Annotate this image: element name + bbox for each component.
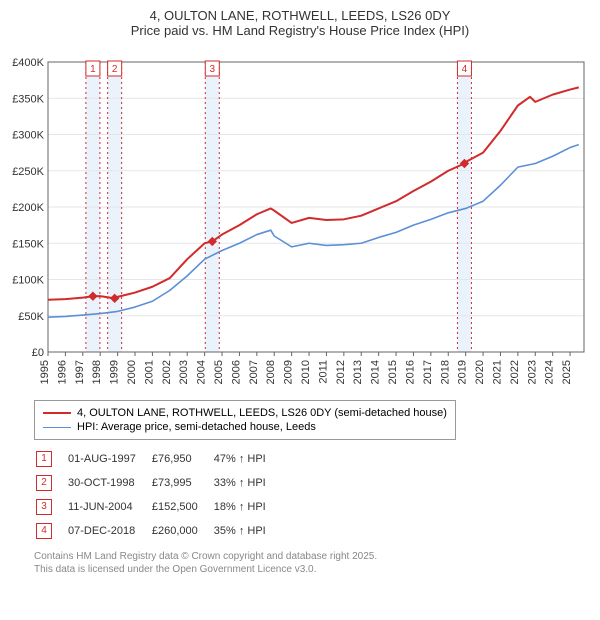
footer-line1: Contains HM Land Registry data © Crown c…	[34, 550, 586, 563]
transaction-price: £73,995	[152, 472, 212, 494]
transaction-marker: 3	[36, 499, 52, 515]
chart-plot-area: £0 £50K £100K £150K £200K £250K £300K £350K £400…	[6, 42, 594, 392]
x-tick-label: 2001	[143, 360, 155, 384]
transaction-marker: 1	[36, 451, 52, 467]
x-tick-label: 2019	[457, 360, 469, 384]
x-tick-label: 2005	[213, 360, 225, 384]
legend: 4, OULTON LANE, ROTHWELL, LEEDS, LS26 0D…	[34, 400, 456, 440]
transaction-marker: 4	[36, 523, 52, 539]
footer-line2: This data is licensed under the Open Gov…	[34, 563, 586, 576]
y-tick-label: £0	[32, 347, 44, 359]
legend-item: 4, OULTON LANE, ROTHWELL, LEEDS, LS26 0D…	[43, 407, 447, 419]
x-tick-label: 2000	[126, 360, 138, 384]
x-tick-label: 1996	[56, 360, 68, 384]
y-tick-label: £150K	[12, 238, 44, 250]
x-tick-label: 2024	[544, 360, 556, 384]
x-tick-label: 2008	[265, 360, 277, 384]
x-tick-label: 2015	[387, 360, 399, 384]
transaction-price: £152,500	[152, 496, 212, 518]
transaction-marker: 2	[36, 475, 52, 491]
y-tick-label: £250K	[12, 166, 44, 178]
transaction-pct: 47% ↑ HPI	[214, 448, 280, 470]
transactions-table: 1 01-AUG-1997£76,95047% ↑ HPI 2 30-OCT-1998…	[34, 446, 282, 544]
x-tick-label: 2012	[335, 360, 347, 384]
x-tick-label: 2011	[317, 360, 329, 384]
table-row: 4 07-DEC-2018£260,00035% ↑ HPI	[36, 520, 280, 542]
y-tick-label: £300K	[12, 130, 44, 142]
transaction-date: 11-JUN-2004	[68, 496, 150, 518]
x-tick-label: 2009	[283, 360, 295, 384]
x-tick-label: 2017	[422, 360, 434, 384]
x-tick-label: 2013	[352, 360, 364, 384]
x-tick-label: 2006	[230, 360, 242, 384]
x-tick-label: 2022	[509, 360, 521, 384]
y-tick-label: £400K	[12, 57, 44, 69]
x-tick-label: 2002	[161, 360, 173, 384]
x-tick-label: 1998	[91, 360, 103, 384]
x-tick-label: 2021	[491, 360, 503, 384]
footer-attribution: Contains HM Land Registry data © Crown c…	[34, 550, 586, 576]
x-tick-label: 2025	[561, 360, 573, 384]
x-tick-label: 1997	[74, 360, 86, 384]
x-tick-label: 2016	[404, 360, 416, 384]
event-marker-label: 3	[209, 64, 215, 75]
x-tick-label: 1995	[39, 360, 51, 384]
x-tick-label: 2007	[248, 360, 260, 384]
x-tick-label: 2023	[526, 360, 538, 384]
transaction-pct: 33% ↑ HPI	[214, 472, 280, 494]
y-tick-label: £100K	[12, 275, 44, 287]
x-tick-label: 1999	[109, 360, 121, 384]
chart-title-line2: Price paid vs. HM Land Registry's House …	[6, 23, 594, 38]
table-row: 1 01-AUG-1997£76,95047% ↑ HPI	[36, 448, 280, 470]
x-tick-label: 2018	[439, 360, 451, 384]
transaction-date: 30-OCT-1998	[68, 472, 150, 494]
transaction-date: 07-DEC-2018	[68, 520, 150, 542]
legend-label: HPI: Average price, semi-detached house,…	[77, 421, 316, 433]
legend-label: 4, OULTON LANE, ROTHWELL, LEEDS, LS26 0D…	[77, 407, 447, 419]
y-tick-label: £200K	[12, 202, 44, 214]
table-row: 3 11-JUN-2004£152,50018% ↑ HPI	[36, 496, 280, 518]
y-tick-label: £50K	[18, 311, 44, 323]
event-marker-label: 1	[90, 64, 96, 75]
x-tick-label: 2003	[178, 360, 190, 384]
x-tick-label: 2020	[474, 360, 486, 384]
x-tick-label: 2010	[300, 360, 312, 384]
transaction-date: 01-AUG-1997	[68, 448, 150, 470]
x-tick-label: 2014	[370, 360, 382, 384]
table-row: 2 30-OCT-1998£73,99533% ↑ HPI	[36, 472, 280, 494]
legend-swatch	[43, 427, 71, 428]
x-tick-label: 2004	[196, 360, 208, 384]
y-tick-label: £350K	[12, 93, 44, 105]
legend-item: HPI: Average price, semi-detached house,…	[43, 421, 447, 433]
transaction-pct: 18% ↑ HPI	[214, 496, 280, 518]
transaction-price: £260,000	[152, 520, 212, 542]
transaction-price: £76,950	[152, 448, 212, 470]
event-marker-label: 2	[112, 64, 118, 75]
transaction-pct: 35% ↑ HPI	[214, 520, 280, 542]
legend-swatch	[43, 412, 71, 414]
event-marker-label: 4	[462, 64, 468, 75]
chart-title-line1: 4, OULTON LANE, ROTHWELL, LEEDS, LS26 0D…	[6, 8, 594, 23]
chart-svg: £0 £50K £100K £150K £200K £250K £300K £350K £400…	[6, 42, 594, 392]
